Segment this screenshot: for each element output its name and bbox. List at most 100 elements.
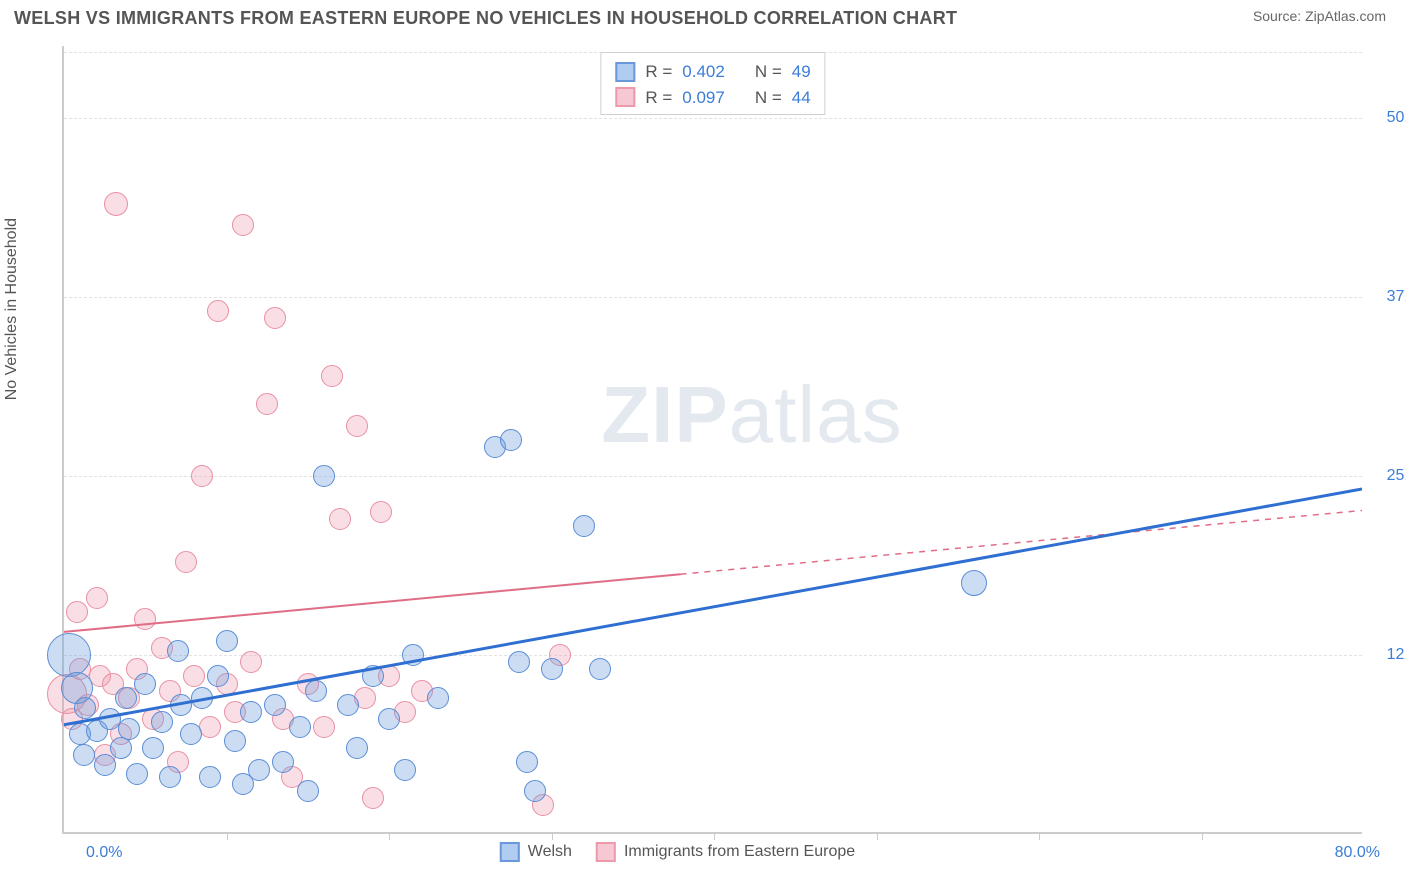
x-axis-max-label: 80.0% [1335,844,1380,862]
x-ticks [64,832,1362,840]
data-point [175,551,197,573]
series-legend-item: Immigrants from Eastern Europe [596,842,855,862]
r-value: 0.097 [682,85,725,111]
data-point [191,687,213,709]
legend-swatch [615,62,635,82]
data-point [573,515,595,537]
n-label: N = [755,85,782,111]
y-tick-label: 25.0% [1372,467,1406,485]
source-attribution: Source: ZipAtlas.com [1253,8,1386,24]
x-tick [389,832,390,840]
r-label: R = [645,85,672,111]
data-point [47,633,91,677]
data-point [362,787,384,809]
x-tick [1039,832,1040,840]
chart-container: No Vehicles in Household ZIPatlas R =0.4… [40,46,1380,846]
data-point [167,640,189,662]
data-point [216,630,238,652]
y-tick-label: 37.5% [1372,288,1406,306]
stats-legend-row: R = 0.097 N = 44 [615,85,810,111]
x-tick [1202,832,1203,840]
y-axis-label: No Vehicles in Household [3,218,21,400]
stats-legend-row: R = 0.402 N = 49 [615,59,810,85]
data-point [142,737,164,759]
source-link[interactable]: ZipAtlas.com [1305,8,1386,24]
data-point [329,508,351,530]
legend-swatch [500,842,520,862]
data-point [394,759,416,781]
stats-legend: R = 0.402 N = 49 R = 0.097 N = 44 [600,52,825,115]
data-point [500,429,522,451]
data-point [134,673,156,695]
data-point [264,694,286,716]
data-point [272,751,294,773]
data-point [115,687,137,709]
data-point [289,716,311,738]
data-point [151,711,173,733]
data-point [264,307,286,329]
x-tick [714,832,715,840]
data-point [170,694,192,716]
y-tick-label: 50.0% [1372,109,1406,127]
data-point [248,759,270,781]
data-point [313,716,335,738]
data-point [313,465,335,487]
data-point [305,680,327,702]
gridline [64,476,1362,477]
data-point [524,780,546,802]
data-point [86,587,108,609]
data-point [427,687,449,709]
data-point [961,570,987,596]
data-point [66,601,88,623]
data-point [183,665,205,687]
data-point [159,766,181,788]
data-point [199,716,221,738]
series-legend-item: Welsh [500,842,572,862]
source-prefix: Source: [1253,8,1305,24]
x-tick [552,832,553,840]
x-axis-min-label: 0.0% [86,844,122,862]
n-value: 44 [792,85,811,111]
data-point [337,694,359,716]
watermark: ZIPatlas [601,369,902,461]
r-label: R = [645,59,672,85]
legend-swatch [596,842,616,862]
data-point [207,665,229,687]
data-point [346,737,368,759]
data-point [134,608,156,630]
data-point [180,723,202,745]
data-point [232,214,254,236]
data-point [256,393,278,415]
data-point [516,751,538,773]
data-point [224,730,246,752]
data-point [104,192,128,216]
data-point [74,697,96,719]
chart-title: WELSH VS IMMIGRANTS FROM EASTERN EUROPE … [14,8,957,29]
x-tick [227,832,228,840]
data-point [94,754,116,776]
plot-area: ZIPatlas R =0.402N =49R =0.097N =44 Wels… [62,46,1362,834]
data-point [346,415,368,437]
data-point [118,718,140,740]
n-label: N = [755,59,782,85]
data-point [240,651,262,673]
gridline [64,297,1362,298]
data-point [589,658,611,680]
data-point [199,766,221,788]
series-label: Immigrants from Eastern Europe [624,843,855,861]
data-point [541,658,563,680]
data-point [378,708,400,730]
data-point [402,644,424,666]
legend-swatch [615,87,635,107]
data-point [370,501,392,523]
series-label: Welsh [528,843,572,861]
series-legend: Welsh Immigrants from Eastern Europe [500,842,855,862]
y-tick-label: 12.5% [1372,646,1406,664]
data-point [321,365,343,387]
data-point [297,780,319,802]
data-point [508,651,530,673]
x-tick [877,832,878,840]
n-value: 49 [792,59,811,85]
data-point [126,763,148,785]
r-value: 0.402 [682,59,725,85]
